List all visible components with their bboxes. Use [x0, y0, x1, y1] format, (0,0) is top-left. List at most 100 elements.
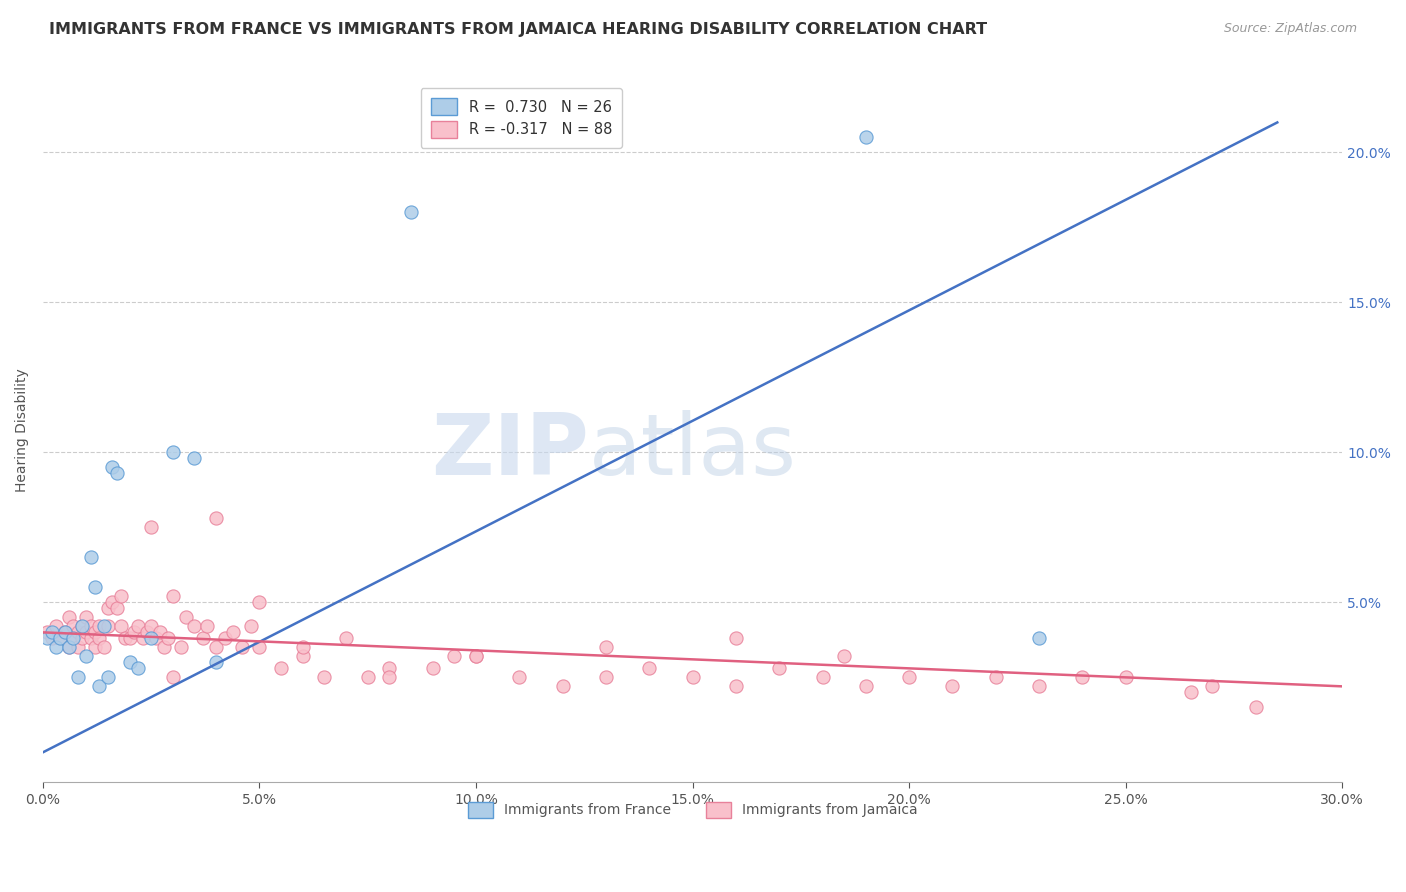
Point — [249, 640, 271, 655]
Point — [443, 649, 465, 664]
Point — [270, 661, 292, 675]
Point — [58, 640, 80, 655]
Point — [1115, 670, 1137, 684]
Point — [551, 679, 574, 693]
Point — [70, 619, 93, 633]
Point — [984, 670, 1007, 684]
Point — [93, 619, 115, 633]
Point — [898, 670, 921, 684]
Point — [291, 640, 314, 655]
Point — [110, 619, 132, 633]
Point — [135, 625, 157, 640]
Point — [58, 640, 80, 655]
Point — [832, 649, 855, 664]
Point — [811, 670, 834, 684]
Point — [205, 640, 228, 655]
Point — [682, 670, 704, 684]
Point — [83, 640, 105, 655]
Point — [595, 640, 617, 655]
Point — [378, 670, 401, 684]
Point — [75, 610, 97, 624]
Point — [1201, 679, 1223, 693]
Point — [378, 661, 401, 675]
Point — [62, 619, 84, 633]
Point — [89, 619, 111, 633]
Point — [768, 661, 790, 675]
Point — [170, 640, 193, 655]
Point — [1244, 700, 1267, 714]
Text: Source: ZipAtlas.com: Source: ZipAtlas.com — [1223, 22, 1357, 36]
Point — [70, 619, 93, 633]
Point — [141, 632, 163, 646]
Point — [145, 632, 167, 646]
Point — [174, 610, 197, 624]
Point — [162, 670, 184, 684]
Point — [214, 632, 236, 646]
Point — [62, 632, 84, 646]
Point — [162, 590, 184, 604]
Point — [231, 640, 253, 655]
Point — [75, 625, 97, 640]
Point — [53, 625, 76, 640]
Point — [118, 632, 141, 646]
Point — [66, 670, 89, 684]
Point — [97, 601, 120, 615]
Point — [183, 451, 205, 466]
Point — [595, 670, 617, 684]
Point — [638, 661, 661, 675]
Point — [83, 625, 105, 640]
Point — [855, 130, 877, 145]
Point — [62, 632, 84, 646]
Point — [122, 625, 145, 640]
Point — [131, 632, 153, 646]
Point — [66, 640, 89, 655]
Point — [37, 632, 59, 646]
Point — [53, 625, 76, 640]
Point — [465, 649, 488, 664]
Point — [49, 632, 72, 646]
Point — [110, 590, 132, 604]
Point — [89, 679, 111, 693]
Point — [93, 640, 115, 655]
Point — [79, 632, 101, 646]
Point — [149, 625, 172, 640]
Point — [399, 205, 422, 219]
Point — [1028, 679, 1050, 693]
Point — [70, 632, 93, 646]
Point — [508, 670, 530, 684]
Y-axis label: Hearing Disability: Hearing Disability — [15, 368, 30, 491]
Point — [79, 619, 101, 633]
Point — [141, 520, 163, 534]
Text: ZIP: ZIP — [430, 409, 589, 492]
Point — [97, 670, 120, 684]
Point — [105, 467, 128, 481]
Point — [314, 670, 336, 684]
Point — [335, 632, 357, 646]
Point — [58, 610, 80, 624]
Point — [291, 649, 314, 664]
Point — [191, 632, 214, 646]
Point — [162, 445, 184, 459]
Legend: Immigrants from France, Immigrants from Jamaica: Immigrants from France, Immigrants from … — [461, 795, 924, 825]
Point — [127, 619, 149, 633]
Point — [79, 550, 101, 565]
Point — [205, 656, 228, 670]
Point — [1028, 632, 1050, 646]
Point — [41, 625, 63, 640]
Point — [422, 661, 444, 675]
Point — [249, 595, 271, 609]
Point — [855, 679, 877, 693]
Point — [49, 632, 72, 646]
Point — [197, 619, 219, 633]
Point — [183, 619, 205, 633]
Text: IMMIGRANTS FROM FRANCE VS IMMIGRANTS FROM JAMAICA HEARING DISABILITY CORRELATION: IMMIGRANTS FROM FRANCE VS IMMIGRANTS FRO… — [49, 22, 987, 37]
Point — [97, 619, 120, 633]
Point — [37, 625, 59, 640]
Point — [45, 619, 67, 633]
Point — [41, 632, 63, 646]
Point — [1071, 670, 1094, 684]
Point — [105, 601, 128, 615]
Point — [465, 649, 488, 664]
Point — [239, 619, 262, 633]
Point — [118, 656, 141, 670]
